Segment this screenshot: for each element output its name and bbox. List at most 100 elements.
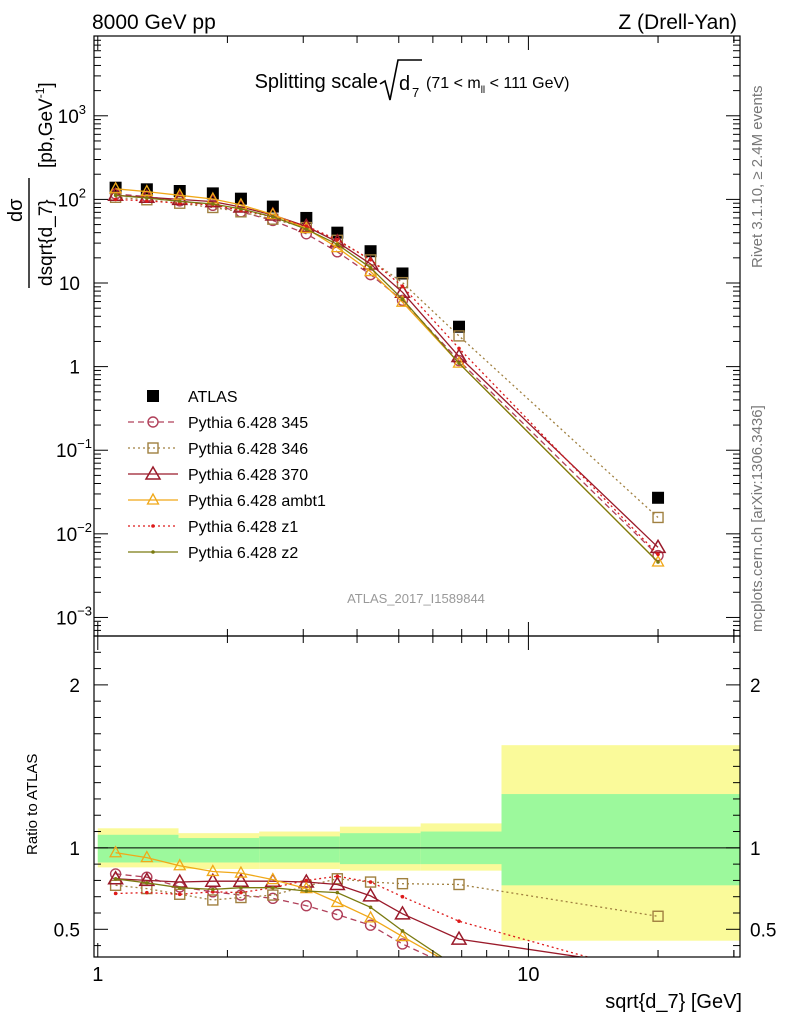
- point-z1-10: [457, 346, 461, 351]
- point-z1-11: [656, 552, 660, 557]
- ratio-point-z1-0: [113, 891, 118, 896]
- ratio-point-p370-7: [329, 876, 346, 891]
- ratio-point-p346-5: [267, 889, 279, 901]
- y-tick-label-bot-l-0.5: 0.5: [54, 920, 80, 941]
- point-z2-5: [271, 214, 275, 219]
- ratio-point-z2-5: [271, 885, 275, 890]
- ratio-point-z2-6: [304, 889, 309, 893]
- legend-label-p370: Pythia 6.428 370: [188, 467, 308, 484]
- line-ratio-ambt1: [115, 852, 441, 957]
- ratio-point-ambt1-9: [395, 929, 410, 942]
- legend-marker-ambt1: [146, 492, 160, 505]
- y-tick-base: 10: [59, 274, 80, 295]
- legend-label-z1: Pythia 6.428 z1: [188, 519, 298, 536]
- point-p346-10: [453, 330, 465, 342]
- y-tick-base: 1: [69, 358, 80, 379]
- point-z2-4: [239, 207, 243, 211]
- point-z2-2: [177, 199, 182, 204]
- ratio-point-z1-10: [457, 919, 461, 923]
- line-top-z1: [115, 198, 659, 555]
- legend-marker-data: [147, 390, 159, 402]
- point-p370-6: [298, 217, 315, 233]
- y-tick-exp: −2: [77, 520, 92, 535]
- legend-label-ambt1: Pythia 6.428 ambt1: [188, 493, 326, 510]
- y-tick-label-top-100: 102: [58, 185, 86, 211]
- ylabel-units-end: ]: [36, 82, 57, 87]
- legend-label-p346: Pythia 6.428 346: [188, 441, 308, 458]
- header-left: 8000 GeV pp: [92, 11, 216, 34]
- point-z1-0: [113, 197, 118, 202]
- ratio-point-p345-8: [364, 919, 377, 931]
- ratio-point-p370-10: [450, 930, 468, 945]
- legend: ATLAS Pythia 6.428 345 Pythia 6.428 346 Pyt…: [128, 389, 326, 562]
- point-z2-7: [335, 242, 340, 247]
- point-z2-1: [145, 196, 149, 200]
- legend-label-data: ATLAS: [188, 389, 238, 406]
- ratio-point-p346-11: [652, 910, 664, 922]
- y-tick-exp: 2: [79, 185, 86, 200]
- ratio-point-p346-3: [207, 894, 219, 906]
- point-ambt1-2: [173, 187, 187, 200]
- point-ambt1-1: [140, 184, 154, 197]
- ratio-point-z2-8: [368, 905, 373, 910]
- ratio-point-p345-7: [331, 908, 344, 921]
- ratio-point-p370-11: [651, 961, 665, 973]
- ratio-point-p370-8: [362, 887, 379, 902]
- svg-text:(71 < mll < 111 GeV): (71 < mll < 111 GeV): [426, 75, 569, 96]
- ratio-point-z2-2: [177, 885, 182, 890]
- ratio-point-p370-0: [107, 870, 124, 885]
- ylabel-denominator: dsqrt{d_7}: [36, 199, 57, 286]
- ratio-point-z1-9: [400, 894, 405, 899]
- ratio-point-ambt1-10: [454, 962, 465, 972]
- ratio-point-ambt1-11: [653, 977, 664, 987]
- y-tick-label-bot-r-2: 2: [750, 676, 761, 697]
- point-z2-3: [211, 202, 215, 206]
- y-tick-label-top-0.1: 10−1: [56, 436, 92, 462]
- point-z2-11: [656, 560, 660, 564]
- point-data-7: [331, 226, 344, 239]
- ratio-point-z2-9: [400, 929, 405, 933]
- point-ambt1-10: [452, 355, 466, 368]
- y-tick-base: 10: [58, 107, 79, 128]
- svg-text:[pb,GeV-1]: [pb,GeV-1]: [33, 82, 57, 168]
- ratio-point-z2-4: [239, 885, 243, 890]
- y-tick-exp: −1: [77, 436, 92, 451]
- bottom-ylabel: Ratio to ATLAS: [24, 754, 41, 855]
- line-top-z2: [115, 194, 659, 563]
- ratio-point-p346-7: [331, 873, 344, 885]
- x-tick-label-1: 1: [92, 964, 103, 986]
- analysis-watermark: ATLAS_2017_I1589844: [347, 591, 485, 606]
- point-ambt1-0: [109, 181, 123, 194]
- ratio-point-ambt1-8: [363, 910, 378, 923]
- line-ratio-z2: [115, 878, 443, 957]
- point-z2-8: [368, 266, 373, 270]
- line-ratio-p346: [115, 878, 659, 917]
- title-cut: (71 < m: [426, 75, 481, 92]
- legend-marker-z2: [151, 550, 155, 554]
- ratio-point-ambt1-0: [109, 845, 123, 858]
- ylabel-units-exp: -1: [33, 87, 47, 98]
- ratio-point-p345-6: [300, 899, 313, 912]
- ratio-point-z1-2: [177, 892, 182, 897]
- ratio-panel-series: [107, 845, 665, 987]
- ratio-point-p370-9: [394, 905, 411, 920]
- ratio-point-z2-3: [211, 887, 215, 892]
- y-tick-label-top-10: 10: [59, 274, 80, 295]
- point-z1-1: [145, 199, 149, 203]
- point-ambt1-11: [651, 554, 665, 567]
- y-tick-label-bot-r-0.5: 0.5: [750, 920, 776, 941]
- y-tick-label-top-0.01: 10−2: [56, 520, 92, 546]
- ylabel-units: [pb,GeV: [36, 98, 57, 168]
- ratio-point-p370-1: [138, 871, 156, 887]
- ratio-point-ambt1-7: [330, 895, 344, 908]
- uncertainty-bands: [94, 745, 740, 941]
- ratio-point-p345-10: [454, 965, 464, 975]
- point-z1-8: [368, 257, 373, 262]
- line-ratio-p370: [115, 878, 586, 957]
- ratio-point-z1-6: [304, 878, 309, 883]
- ratio-point-ambt1-2: [173, 858, 187, 871]
- ratio-point-z2-7: [335, 890, 340, 895]
- ratio-point-z1-4: [239, 890, 243, 895]
- ratio-point-p370-6: [298, 873, 315, 888]
